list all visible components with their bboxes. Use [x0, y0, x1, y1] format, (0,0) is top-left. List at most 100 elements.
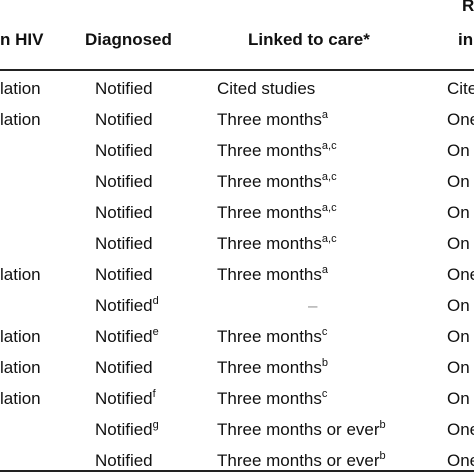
header-cell: Diagnosed [85, 30, 172, 49]
table-cell: Notified [95, 110, 153, 130]
cell-text: One [447, 265, 474, 284]
table-cell: lation [0, 358, 41, 378]
footnote-mark: b [379, 419, 386, 431]
table-cell: Notifiedd [95, 296, 159, 316]
cell-text: Notified [95, 358, 153, 377]
table-cell: lation [0, 110, 41, 130]
footnote-mark: b [379, 450, 386, 462]
table-cell: Three monthsc [217, 327, 327, 347]
cell-text: Three months or ever [217, 451, 380, 470]
table-cell: Notified [95, 451, 153, 471]
table-cell: Three monthsa,c [217, 203, 337, 223]
table-cell: Three months or everb [217, 420, 386, 440]
cell-text: Three months [217, 110, 322, 129]
cell-text: Notified [95, 234, 153, 253]
footnote-mark: a,c [321, 140, 337, 152]
table-cell: Three monthsa,c [217, 234, 337, 254]
table-cell: One [447, 265, 474, 285]
header-cell: in [458, 30, 474, 49]
cell-text: Three months [217, 265, 322, 284]
footnote-mark: d [152, 295, 159, 307]
footnote-mark: g [152, 419, 159, 431]
table-cell: Three monthsa [217, 265, 328, 285]
table-cell: Cited studies [217, 79, 315, 99]
footnote-mark: a,c [321, 202, 337, 214]
cell-text: Notified [95, 141, 153, 160]
table-cell: Three monthsb [217, 358, 328, 378]
table-cell: – [308, 296, 317, 316]
header-cell: n HIV [0, 30, 44, 49]
table-cell: On [447, 234, 470, 254]
cell-text: Notified [95, 172, 153, 191]
table-cell: One [447, 110, 474, 130]
footnote-mark: c [321, 388, 328, 400]
cell-text: Notified [95, 203, 153, 222]
table-cell: On [447, 141, 470, 161]
table-cell: Notifiedf [95, 389, 156, 409]
cell-text: Notified [95, 296, 153, 315]
table-cell: Notified [95, 203, 153, 223]
cell-text: On [447, 172, 470, 191]
table-cell: Notified [95, 79, 153, 99]
footnote-mark: a,c [321, 171, 337, 183]
cell-text: Three months [217, 203, 322, 222]
table-cell: On [447, 296, 470, 316]
cell-text: Three months or ever [217, 420, 380, 439]
cell-text: Three months [217, 358, 322, 377]
table-cell: Notifiedg [95, 420, 159, 440]
cell-text: lation [0, 327, 41, 346]
table-cell: One [447, 451, 474, 471]
table-cell: Cite [447, 79, 474, 99]
cell-text: One [447, 451, 474, 470]
cell-text: On [447, 234, 470, 253]
cell-text: lation [0, 389, 41, 408]
cell-text: – [308, 296, 318, 315]
header-cell: R [462, 0, 474, 15]
cell-text: Three months [217, 172, 322, 191]
cell-text: On [447, 358, 470, 377]
cell-text: On [447, 141, 470, 160]
table-cell: Notified [95, 141, 153, 161]
cell-text: Notified [95, 265, 153, 284]
table-cell: On [447, 358, 470, 378]
footnote-mark: a [321, 109, 329, 121]
cell-text: Three months [217, 234, 322, 253]
footnote-mark: f [152, 388, 156, 400]
table-cell: lation [0, 389, 41, 409]
cell-text: Notified [95, 420, 153, 439]
cell-text: Three months [217, 327, 322, 346]
cell-text: Notified [95, 79, 153, 98]
table-cell: One [447, 420, 474, 440]
cell-text: Notified [95, 110, 153, 129]
footnote-mark: b [321, 357, 329, 369]
cell-text: Cite [447, 79, 474, 98]
cell-text: Three months [217, 141, 322, 160]
cell-text: On [447, 203, 470, 222]
table-cell: On [447, 327, 470, 347]
table-cell: On [447, 172, 470, 192]
cell-text: Notified [95, 451, 153, 470]
bottom-rule [0, 470, 474, 472]
table-cell: Three monthsa,c [217, 141, 337, 161]
cell-text: On [447, 296, 470, 315]
footnote-mark: a [321, 264, 329, 276]
footnote-mark: c [321, 326, 328, 338]
header-rule [0, 69, 474, 71]
cell-text: One [447, 420, 474, 439]
table-cell: Notified [95, 265, 153, 285]
table-cell: Three monthsa [217, 110, 328, 130]
cell-text: On [447, 327, 470, 346]
cell-text: Three months [217, 389, 322, 408]
cell-text: lation [0, 358, 41, 377]
table-cell: Three monthsa,c [217, 172, 337, 192]
cell-text: On [447, 389, 470, 408]
cell-text: lation [0, 110, 41, 129]
table-cell: lation [0, 265, 41, 285]
cell-text: lation [0, 79, 41, 98]
cell-text: Notified [95, 389, 153, 408]
header-cell: Linked to care* [248, 30, 370, 49]
table-cell: Notified [95, 358, 153, 378]
table-cell: lation [0, 327, 41, 347]
table-cell: Notified [95, 234, 153, 254]
